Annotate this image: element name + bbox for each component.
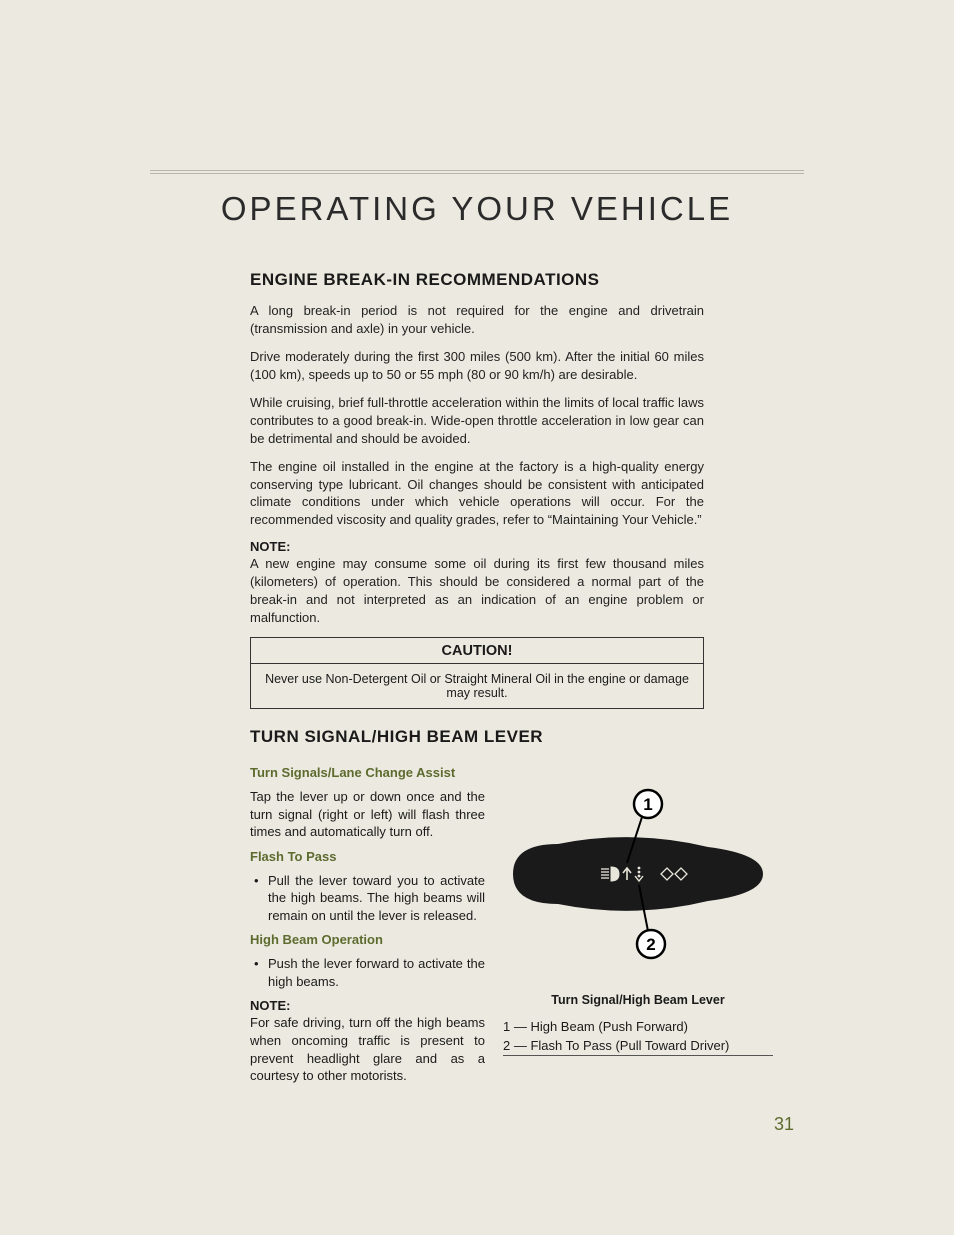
legend-row-1: 1 — High Beam (Push Forward) [503, 1017, 773, 1036]
sub-flash-title: Flash To Pass [250, 849, 485, 864]
left-column: Turn Signals/Lane Change Assist Tap the … [250, 759, 485, 1093]
lever-body [513, 837, 763, 911]
sub-flash-list: Pull the lever toward you to activate th… [250, 872, 485, 925]
engine-p4: The engine oil installed in the engine a… [250, 458, 704, 530]
page-title: OPERATING YOUR VEHICLE [150, 190, 804, 228]
sub-highbeam-list: Push the lever forward to activate the h… [250, 955, 485, 990]
lever-figure: 1 2 Turn Signal/High Beam Lever 1 — High… [503, 759, 773, 1056]
top-rule [150, 170, 804, 174]
engine-p1: A long break-in period is not required f… [250, 302, 704, 338]
callout-2-label: 2 [646, 935, 655, 954]
figure-caption: Turn Signal/High Beam Lever [503, 993, 773, 1007]
page-number: 31 [774, 1114, 794, 1135]
section-turnsignal-heading: TURN SIGNAL/HIGH BEAM LEVER [250, 727, 704, 747]
sub-turn-signals-title: Turn Signals/Lane Change Assist [250, 765, 485, 780]
sub-highbeam-bullet: Push the lever forward to activate the h… [250, 955, 485, 990]
legend-row-2: 2 — Flash To Pass (Pull Toward Driver) [503, 1036, 773, 1055]
figure-legend: 1 — High Beam (Push Forward) 2 — Flash T… [503, 1017, 773, 1056]
caution-box: CAUTION! Never use Non-Detergent Oil or … [250, 637, 704, 709]
turnsignal-note-label: NOTE: [250, 998, 485, 1013]
lever-illustration: 1 2 [503, 759, 773, 989]
caution-title: CAUTION! [251, 638, 703, 664]
sub-turn-signals-body: Tap the lever up or down once and the tu… [250, 788, 485, 841]
sub-highbeam-title: High Beam Operation [250, 932, 485, 947]
engine-p2: Drive moderately during the first 300 mi… [250, 348, 704, 384]
caution-body: Never use Non-Detergent Oil or Straight … [251, 664, 703, 708]
page: OPERATING YOUR VEHICLE ENGINE BREAK-IN R… [0, 0, 954, 1235]
sub-flash-bullet: Pull the lever toward you to activate th… [250, 872, 485, 925]
callout-1-label: 1 [643, 795, 652, 814]
section-engine-heading: ENGINE BREAK-IN RECOMMENDATIONS [250, 270, 704, 290]
content-area: ENGINE BREAK-IN RECOMMENDATIONS A long b… [150, 270, 804, 1093]
right-column: 1 2 Turn Signal/High Beam Lever 1 — High… [503, 759, 773, 1056]
engine-note-label: NOTE: [250, 539, 704, 554]
engine-note-body: A new engine may consume some oil during… [250, 555, 704, 627]
two-column-layout: Turn Signals/Lane Change Assist Tap the … [250, 759, 704, 1093]
turnsignal-note-body: For safe driving, turn off the high beam… [250, 1014, 485, 1084]
engine-p3: While cruising, brief full-throttle acce… [250, 394, 704, 448]
